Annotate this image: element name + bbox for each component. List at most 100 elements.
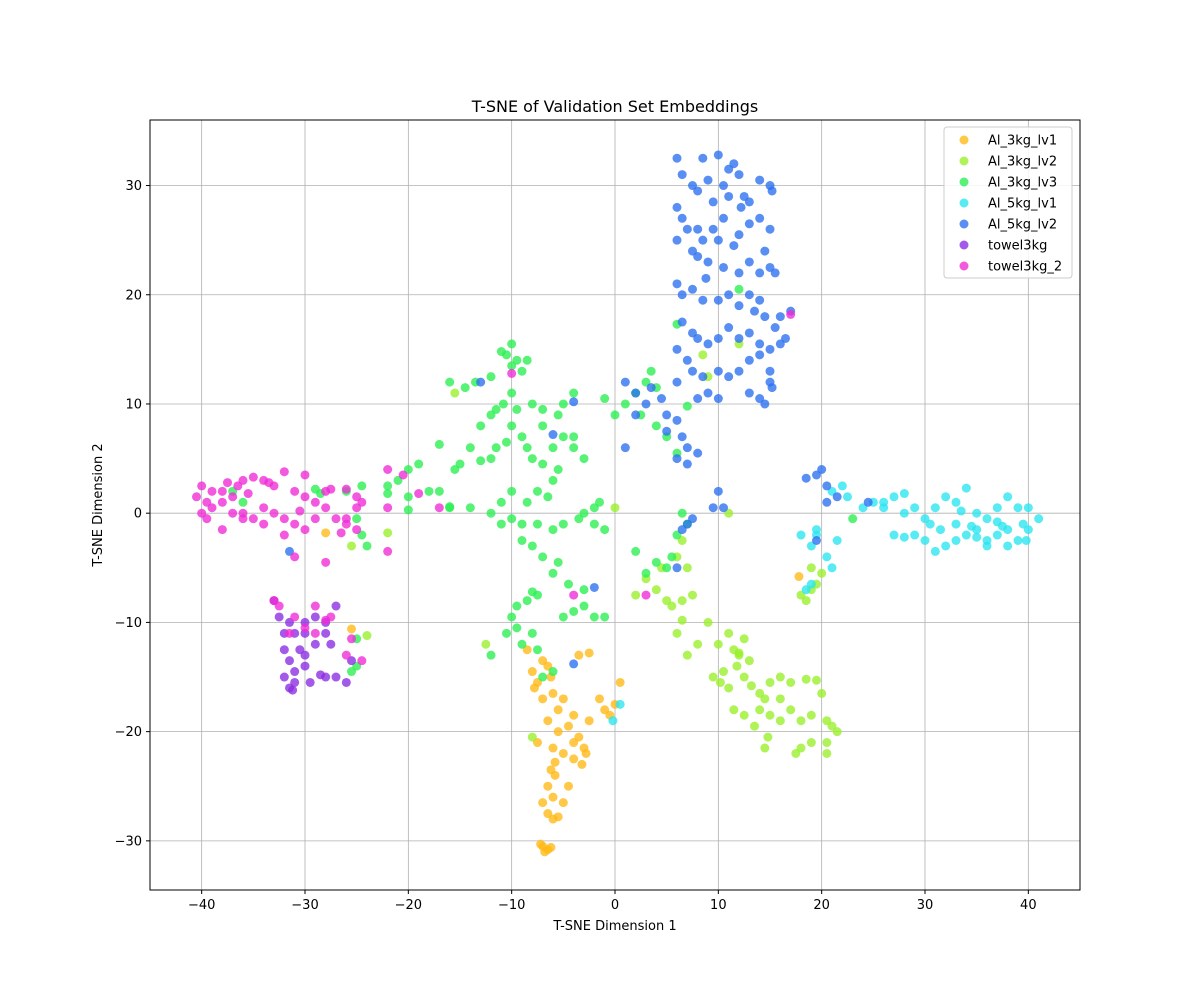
scatter-point (1013, 503, 1023, 513)
scatter-point (662, 426, 672, 436)
legend-label: Al_3kg_lv2 (988, 155, 1057, 170)
scatter-point (693, 639, 703, 649)
scatter-point (569, 443, 579, 453)
scatter-point (662, 563, 672, 573)
scatter-point (755, 295, 765, 305)
scatter-point (760, 312, 770, 322)
scatter-point (982, 514, 992, 524)
scatter-point (744, 656, 754, 666)
scatter-point (285, 656, 294, 666)
scatter-point (667, 601, 677, 611)
scatter-point (584, 648, 594, 658)
scatter-point (558, 798, 568, 808)
scatter-point (347, 634, 356, 644)
scatter-point (925, 519, 935, 529)
scatter-point (713, 295, 723, 305)
scatter-point (775, 312, 785, 322)
scatter-point (496, 519, 506, 529)
scatter-point (290, 486, 300, 496)
scatter-point (744, 290, 754, 300)
scatter-point (1018, 519, 1028, 529)
scatter-point (279, 467, 289, 477)
scatter-point (682, 355, 692, 365)
scatter-point (481, 639, 491, 649)
scatter-point (693, 186, 703, 196)
scatter-point (496, 497, 506, 507)
scatter-point (1003, 541, 1013, 551)
scatter-point (755, 175, 765, 185)
x-tick-label: 0 (611, 898, 619, 913)
scatter-point (434, 439, 444, 449)
scatter-point (445, 377, 455, 387)
scatter-point (657, 394, 666, 404)
scatter-point (889, 530, 899, 540)
scatter-point (558, 399, 568, 409)
y-tick-label: 10 (125, 397, 142, 412)
scatter-point (641, 399, 651, 409)
scatter-point (589, 519, 599, 529)
scatter-point (543, 781, 553, 791)
scatter-point (682, 459, 692, 469)
scatter-point (579, 454, 589, 464)
scatter-point (750, 721, 759, 731)
chart-title: T-SNE of Validation Set Embeddings (471, 97, 758, 116)
scatter-point (553, 410, 563, 420)
scatter-point (677, 596, 687, 606)
series-Al_3kg_lv1 (321, 528, 804, 857)
scatter-point (992, 503, 1002, 513)
scatter-point (347, 541, 356, 551)
scatter-point (548, 667, 558, 677)
scatter-point (290, 667, 300, 677)
scatter-point (698, 350, 708, 360)
scatter-point (414, 489, 424, 499)
scatter-point (732, 661, 742, 671)
scatter-point (899, 489, 909, 499)
scatter-point (620, 443, 630, 453)
scatter-point (631, 590, 641, 600)
scatter-point (755, 705, 765, 715)
scatter-point (822, 738, 832, 748)
scatter-point (486, 410, 496, 420)
scatter-point (553, 812, 563, 822)
scatter-point (646, 383, 656, 393)
scatter-point (564, 781, 573, 791)
scatter-point (595, 497, 604, 507)
scatter-point (1003, 492, 1013, 502)
scatter-point (321, 557, 331, 567)
scatter-point (703, 617, 713, 627)
scatter-point (290, 519, 300, 529)
scatter-point (331, 601, 341, 611)
scatter-point (310, 601, 320, 611)
scatter-point (589, 582, 599, 592)
scatter-point (941, 492, 951, 502)
scatter-point (786, 677, 796, 687)
scatter-point (724, 372, 734, 382)
scatter-point (538, 404, 548, 414)
scatter-points (192, 150, 1044, 857)
scatter-point (750, 306, 759, 316)
scatter-point (543, 492, 553, 502)
scatter-point (548, 568, 558, 578)
scatter-point (476, 456, 486, 466)
scatter-point (217, 525, 227, 535)
scatter-point (207, 486, 217, 496)
scatter-point (760, 246, 770, 256)
legend-marker (959, 261, 969, 271)
scatter-point (801, 473, 811, 483)
legend-label: towel3kg (988, 239, 1047, 254)
scatter-point (192, 492, 201, 502)
scatter-point (786, 705, 796, 715)
scatter-point (274, 612, 284, 622)
scatter-point (967, 521, 976, 531)
scatter-point (724, 628, 734, 638)
scatter-point (512, 404, 522, 414)
scatter-point (806, 563, 816, 573)
scatter-point (930, 503, 940, 513)
scatter-point (527, 587, 537, 597)
scatter-point (486, 372, 496, 382)
scatter-point (688, 284, 697, 294)
scatter-point (321, 628, 331, 638)
scatter-point (1021, 535, 1031, 545)
scatter-point (512, 623, 522, 633)
